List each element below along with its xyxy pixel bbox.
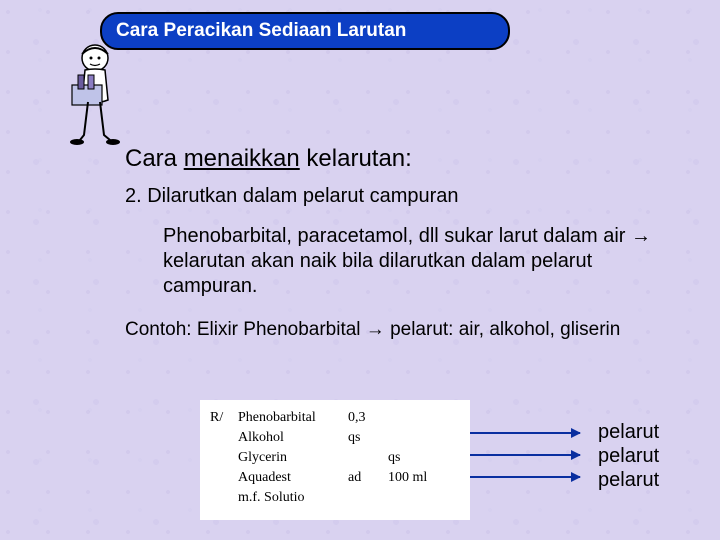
ingredient: Glycerin <box>238 450 348 466</box>
ingredient: Alkohol <box>238 430 348 446</box>
table-row: m.f. Solutio <box>210 488 460 508</box>
table-row: Aquadest ad 100 ml <box>210 468 460 488</box>
subheading: 2. Dilarutkan dalam pelarut campuran <box>125 185 685 208</box>
character-doodle <box>60 40 150 150</box>
arrow-icon <box>470 476 580 478</box>
ingredient: m.f. Solutio <box>238 490 348 506</box>
arrow-icon <box>470 432 580 434</box>
arrow-label: pelarut <box>598 420 659 444</box>
ingredient: Aquadest <box>238 470 348 486</box>
value: qs <box>348 430 388 446</box>
arrow-labels: pelarut pelarut pelarut <box>598 420 659 492</box>
content-area: Cara menaikkan kelarutan: 2. Dilarutkan … <box>125 145 685 355</box>
arrow-icon <box>470 454 580 456</box>
table-row: R/ Phenobarbital 0,3 <box>210 408 460 428</box>
recipe-area: R/ Phenobarbital 0,3 Alkohol qs Glycerin… <box>200 400 680 520</box>
value: 0,3 <box>348 410 388 426</box>
heading-underlined: menaikkan <box>184 145 300 172</box>
value: ad <box>348 470 388 486</box>
arrow-group <box>470 424 590 494</box>
ingredient: Phenobarbital <box>238 410 348 426</box>
example-line: Contoh: Elixir Phenobarbital → pelarut: … <box>125 319 685 341</box>
arrow-label: pelarut <box>598 444 659 468</box>
table-row: Alkohol qs <box>210 428 460 448</box>
recipe-box: R/ Phenobarbital 0,3 Alkohol qs Glycerin… <box>200 400 470 520</box>
title-banner: Cara Peracikan Sediaan Larutan <box>100 12 510 50</box>
rx-label: R/ <box>210 410 238 426</box>
value: qs <box>388 450 438 466</box>
heading-prefix: Cara <box>125 145 184 172</box>
heading-suffix: kelarutan: <box>300 145 412 172</box>
heading: Cara menaikkan kelarutan: <box>125 145 685 173</box>
value: 100 ml <box>388 470 438 486</box>
title-text: Cara Peracikan Sediaan Larutan <box>116 20 406 42</box>
arrow-label: pelarut <box>598 468 659 492</box>
body-paragraph: Phenobarbital, paracetamol, dll sukar la… <box>163 224 685 299</box>
table-row: Glycerin qs <box>210 448 460 468</box>
